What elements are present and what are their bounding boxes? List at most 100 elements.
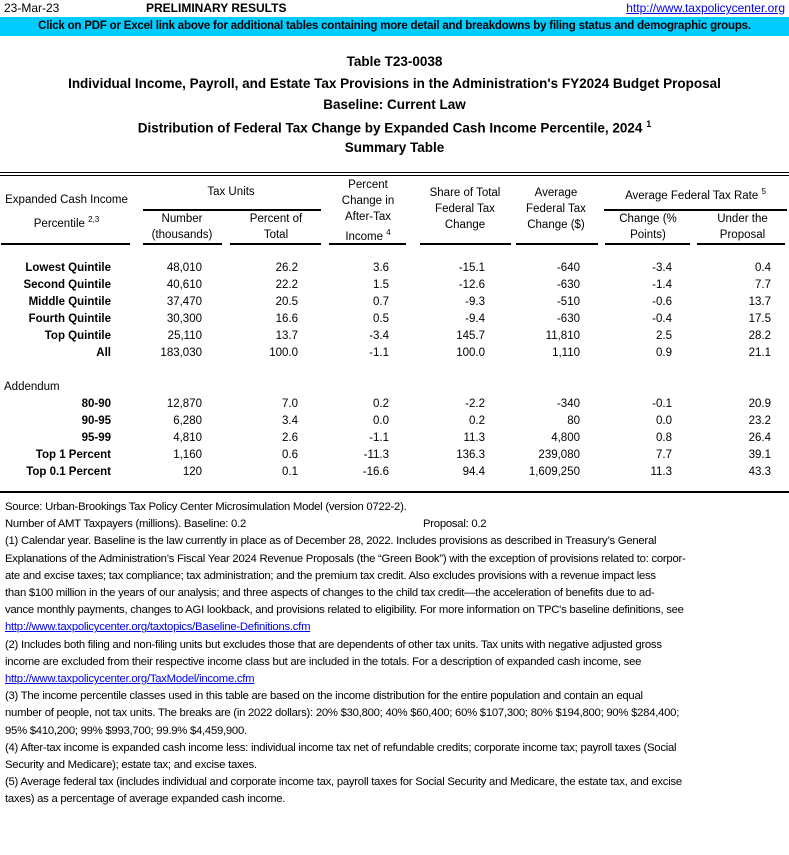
table-cell: -15.1	[458, 262, 485, 274]
h: Proposal	[719, 229, 766, 241]
table-cell: 2.6	[282, 432, 298, 444]
h: Percent	[348, 179, 388, 191]
table-cell: -9.3	[465, 296, 485, 308]
table-cell: 40,610	[166, 279, 202, 291]
rule	[420, 243, 511, 245]
h: Change in	[341, 195, 395, 207]
table-row: 95-99 4,810 2.6 -1.1 11.3 4,800 0.8 26.4	[0, 430, 789, 447]
h: Percent of	[249, 213, 303, 225]
table-cell: 145.7	[456, 330, 485, 342]
footnote-line: ate and excise taxes; tax compliance; ta…	[5, 569, 656, 582]
row-label: Middle Quintile	[28, 296, 111, 308]
table-row: Top Quintile 25,110 13.7 -3.4 145.7 11,810 2.5…	[0, 328, 789, 345]
table-cell: 80	[567, 415, 580, 427]
table-cell: 23.2	[748, 415, 771, 427]
table-cell: 11.3	[463, 432, 485, 444]
report-date: 23-Mar-23	[4, 1, 60, 15]
footnotes: (1) Calendar year. Baseline is the law c…	[5, 533, 686, 808]
footnote-line: (3) The income percentile classes used i…	[5, 690, 643, 703]
h: (thousands)	[151, 229, 213, 241]
table-cell: 3.6	[373, 262, 389, 274]
tpc-site-link[interactable]: http://www.taxpolicycenter.org	[626, 1, 785, 15]
table-row: 90-95 6,280 3.4 0.0 0.2 80 0.0 23.2	[0, 413, 789, 430]
table-cell: -1.4	[652, 279, 672, 291]
rule	[230, 243, 321, 245]
table-cell: 43.3	[748, 466, 771, 478]
table-cell: 22.2	[275, 279, 298, 291]
table-cell: 0.0	[656, 415, 672, 427]
table-cell: 0.8	[656, 432, 672, 444]
footnote-line: income are excluded from their respectiv…	[5, 655, 642, 668]
rule	[697, 243, 785, 245]
rule	[143, 243, 222, 245]
table-cell: 0.5	[373, 313, 389, 325]
double-rule-top	[0, 172, 789, 173]
h: After-Tax	[344, 211, 391, 223]
col-rate-under-header: Under the Proposal	[696, 211, 789, 243]
footnote-line: number of people, not tax units. The bre…	[5, 707, 680, 720]
footnote-line: (2) Includes both filing and non-filing …	[5, 638, 662, 651]
double-rule-bottom	[0, 175, 789, 176]
row-label: 95-99	[81, 432, 111, 444]
table-cell: -1.1	[369, 347, 389, 359]
rule	[1, 243, 130, 245]
table-cell: 26.4	[748, 432, 771, 444]
table-id: Table T23-0038	[346, 54, 443, 69]
baseline-title: Baseline: Current Law	[323, 97, 466, 112]
h: Share of Total	[429, 187, 501, 199]
table-cell: 239,080	[538, 449, 580, 461]
table-cell: -1.1	[369, 432, 389, 444]
h: Total	[263, 229, 289, 241]
table-cell: 13.7	[748, 296, 771, 308]
table-cell: -2.2	[465, 398, 485, 410]
table-cell: 0.2	[469, 415, 485, 427]
table-cell: -0.1	[652, 398, 672, 410]
table-cell: 17.5	[748, 313, 771, 325]
col-pct-change-header: Percent Change in After-Tax Income 4	[328, 177, 408, 245]
amt-baseline: Number of AMT Taxpayers (millions). Base…	[5, 518, 246, 531]
footnote-line: taxes) as a percentage of average expand…	[5, 793, 286, 806]
preliminary-label: PRELIMINARY RESULTS	[146, 1, 287, 15]
row-label: 80-90	[81, 398, 111, 410]
col-percentile-header: Expanded Cash Income Percentile 2,3	[0, 192, 133, 232]
table-cell: 2.5	[656, 330, 672, 342]
footnote-link[interactable]: http://www.taxpolicycenter.org/TaxModel/…	[5, 673, 255, 686]
footnote-link[interactable]: http://www.taxpolicycenter.org/taxtopics…	[5, 621, 311, 634]
table-cell: -9.4	[465, 313, 485, 325]
rule	[143, 209, 321, 211]
col-percentile-line2: Percentile	[33, 217, 85, 230]
h: Federal Tax	[435, 203, 495, 215]
table-cell: 1,160	[173, 449, 202, 461]
table-cell: 0.6	[282, 449, 298, 461]
summary-title: Summary Table	[344, 140, 445, 155]
footnote-line: than $100 million in the years of our an…	[5, 587, 655, 600]
table-cell: -11.3	[363, 449, 389, 461]
table-cell: 7.7	[755, 279, 771, 291]
rule	[516, 243, 598, 245]
table-cell: -630	[556, 313, 580, 325]
table-cell: 25,110	[167, 330, 202, 342]
row-label: All	[96, 347, 111, 359]
table-cell: -0.6	[652, 296, 672, 308]
table-row: 80-90 12,870 7.0 0.2 -2.2 -340 -0.1 20.9	[0, 396, 789, 413]
h: Change	[444, 219, 486, 231]
footnote-ref: 5	[761, 187, 766, 196]
table-cell: 11,810	[545, 330, 580, 342]
table-cell: 30,300	[166, 313, 202, 325]
row-label: Fourth Quintile	[28, 313, 111, 325]
table-cell: 0.7	[373, 296, 389, 308]
addendum-label: Addendum	[4, 381, 60, 393]
table-row: Fourth Quintile 30,300 16.6 0.5 -9.4 -630 -0.4…	[0, 311, 789, 328]
table-cell: 136.3	[456, 449, 485, 461]
table-cell: 21.1	[748, 347, 771, 359]
table-cell: 183,030	[160, 347, 202, 359]
table-cell: 26.2	[275, 262, 298, 274]
footnote-line: (1) Calendar year. Baseline is the law c…	[5, 535, 657, 548]
table-cell: 1,609,250	[528, 466, 580, 478]
table-cell: 3.4	[282, 415, 298, 427]
table-cell: 0.9	[656, 347, 672, 359]
col-rate-change-header: Change (% Points)	[603, 211, 693, 243]
footnote-ref: 2,3	[88, 215, 100, 224]
source-note: Source: Urban-Brookings Tax Policy Cente…	[5, 501, 407, 513]
table-cell: 94.4	[462, 466, 485, 478]
